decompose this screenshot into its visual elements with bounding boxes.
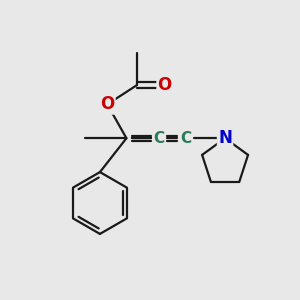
Text: O: O (100, 95, 114, 113)
Text: C: C (180, 131, 191, 146)
Text: O: O (158, 76, 172, 94)
Text: C: C (153, 131, 164, 146)
Text: N: N (218, 129, 232, 147)
